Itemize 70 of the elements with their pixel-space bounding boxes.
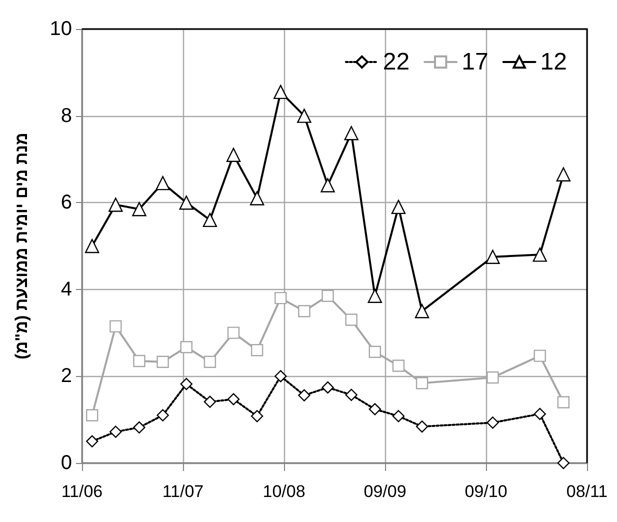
point	[368, 403, 381, 416]
point	[322, 290, 334, 302]
point	[320, 178, 335, 192]
y-tick-label: 2	[60, 365, 72, 388]
point	[156, 356, 169, 368]
point	[557, 456, 570, 470]
point	[414, 304, 430, 318]
point	[204, 396, 216, 408]
point	[156, 409, 169, 422]
point	[156, 176, 170, 190]
point	[534, 350, 546, 362]
point	[133, 421, 146, 434]
point	[85, 238, 100, 254]
point	[298, 305, 310, 318]
point	[556, 167, 571, 182]
point	[486, 250, 500, 264]
legend-label: 22	[382, 48, 410, 76]
point	[298, 389, 310, 402]
point	[133, 354, 146, 368]
point	[297, 108, 312, 123]
y-tick-label: 8	[60, 104, 72, 127]
x-tick-label: 08/11	[566, 482, 608, 501]
point	[226, 148, 241, 162]
legend-label: 17	[462, 48, 488, 76]
point	[344, 126, 358, 140]
point	[86, 435, 98, 448]
y-tick-label: 4	[60, 278, 72, 300]
point	[322, 381, 334, 394]
point	[345, 388, 358, 401]
point	[416, 377, 428, 390]
y-axis-title: מנת מים יומית ממוצעת (מ"מ)	[12, 132, 31, 360]
point	[274, 370, 287, 382]
point	[250, 344, 264, 356]
point	[227, 326, 240, 339]
point	[250, 191, 264, 206]
point	[368, 346, 381, 358]
point	[202, 212, 218, 228]
point	[180, 378, 192, 390]
x-tick-label: 11/06	[61, 482, 103, 501]
point	[392, 360, 405, 372]
point	[416, 420, 428, 433]
point	[274, 84, 288, 100]
point	[274, 292, 287, 304]
y-tick-label: 6	[60, 192, 72, 214]
point	[110, 426, 122, 438]
point	[180, 341, 192, 354]
point	[534, 408, 546, 420]
point	[179, 196, 194, 210]
point	[486, 371, 499, 384]
point	[227, 393, 240, 406]
point	[250, 410, 264, 422]
legend-label: 12	[540, 48, 568, 76]
y-tick-label: 10	[50, 18, 72, 40]
point	[132, 202, 146, 216]
x-tick-label: 11/07	[162, 482, 204, 501]
y-tick-label: 0	[60, 452, 72, 474]
x-tick-label: 09/09	[364, 482, 406, 501]
point	[110, 320, 122, 332]
x-tick-label: 10/08	[262, 482, 306, 501]
point	[108, 198, 123, 212]
point	[345, 314, 358, 326]
point	[392, 410, 405, 422]
point	[557, 396, 570, 408]
x-tick-label: 09/10	[464, 482, 508, 501]
point	[86, 409, 98, 422]
point	[391, 200, 406, 214]
point	[486, 416, 499, 429]
point	[532, 248, 547, 262]
point	[204, 356, 216, 368]
point	[368, 288, 382, 304]
